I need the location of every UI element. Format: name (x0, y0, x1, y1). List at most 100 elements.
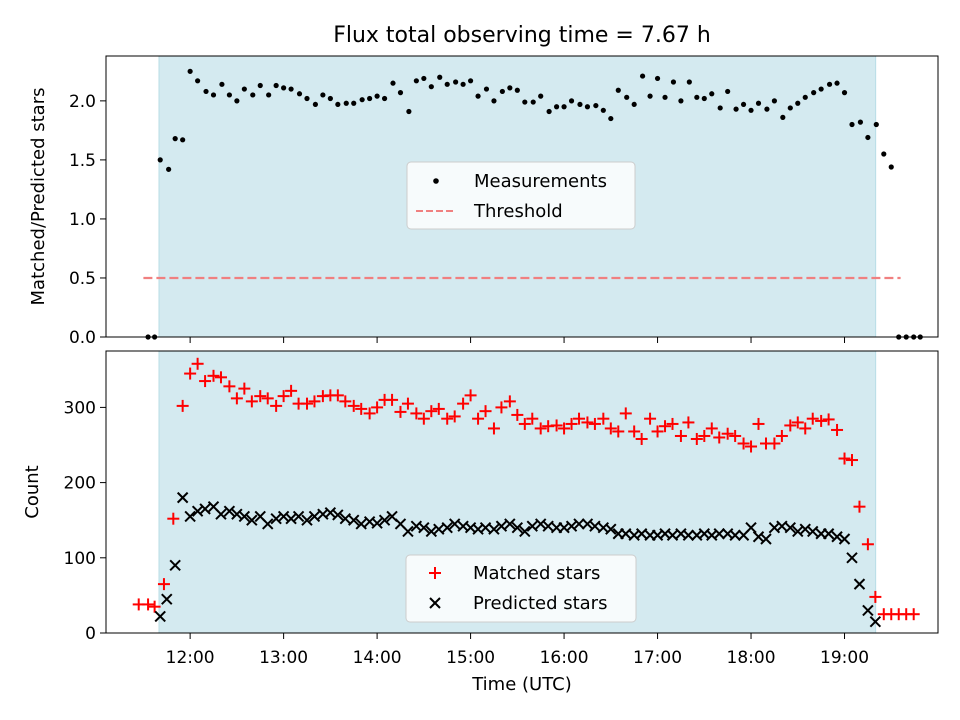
predicted-star-point (441, 522, 453, 534)
ratio-y-axis-label: Matched/Predicted stars (28, 88, 49, 306)
ratio-y-tick-label: 0.5 (69, 269, 96, 289)
matched-star-point (651, 425, 664, 438)
predicted-x-stroke-b (448, 518, 461, 530)
matched-star-point (223, 380, 236, 393)
measurement-point (507, 85, 513, 91)
matched-star-point (721, 427, 734, 440)
matched-star-point (573, 412, 586, 425)
measurement-point (381, 95, 388, 102)
measurement-point (210, 92, 217, 98)
measurement-point (304, 95, 310, 102)
predicted-star-point (760, 533, 772, 545)
matched-star-point (604, 422, 617, 435)
matched-star-point (705, 422, 718, 435)
matched-star-point (441, 412, 454, 425)
predicted-x-stroke-b (254, 510, 266, 523)
predicted-star-point (526, 520, 538, 532)
predicted-x-stroke-b (371, 517, 383, 529)
matched-star-point (472, 412, 485, 425)
matched-star-point (815, 414, 828, 427)
measurement-point (686, 79, 692, 85)
measurement-point (873, 121, 879, 128)
matched-star-point (308, 395, 321, 408)
matched-star-point (784, 419, 797, 432)
predicted-x-stroke-b (869, 616, 882, 628)
predicted-x-stroke-b (799, 523, 811, 535)
matched-star-point (148, 600, 161, 613)
predicted-x-stroke-b (223, 505, 236, 517)
matched-star-point (254, 390, 267, 403)
predicted-star-point (862, 604, 874, 617)
predicted-star-point (277, 510, 290, 523)
predicted-star-point (504, 518, 516, 530)
matched-star-point (698, 429, 711, 442)
predicted-star-point (807, 525, 819, 538)
measurement-point (367, 95, 373, 102)
predicted-x-stroke-b (231, 508, 243, 520)
count-x-ticks: 12:00 13:00 14:00 15:00 16:00 17:00 18:00 19:00 (166, 633, 869, 668)
predicted-x-stroke-b (838, 533, 851, 545)
matched-star-point (238, 382, 251, 395)
measurement-point (444, 81, 450, 87)
matched-star-point (432, 402, 445, 415)
measurement-point (631, 101, 637, 108)
count-y-axis-label: Count (22, 465, 43, 518)
predicted-star-point (161, 593, 173, 605)
predicted-x-stroke-b (519, 525, 531, 538)
x-tick-label: 12:00 (166, 648, 215, 668)
predicted-star-point (838, 533, 851, 545)
measurement-point (608, 115, 614, 122)
predicted-x-stroke-b (238, 510, 251, 523)
measurement-point (453, 79, 459, 85)
matched-star-point (619, 407, 632, 420)
legend-box (406, 161, 636, 230)
measurement-point (428, 84, 434, 90)
measurement-point (725, 88, 731, 95)
predicted-star-point (605, 523, 617, 535)
predicted-x-stroke-b (355, 518, 367, 530)
measurement-point (771, 98, 778, 104)
ratio-y-tick-label: 1.5 (69, 151, 96, 171)
predicted-x-stroke-b (277, 510, 290, 523)
predicted-star-point (176, 491, 189, 504)
measurement-point (546, 108, 552, 115)
measurement-point (359, 97, 365, 103)
predicted-star-point (262, 518, 274, 530)
predicted-x-stroke-b (831, 531, 843, 543)
predicted-star-point (301, 514, 313, 526)
measurement-point (654, 75, 661, 82)
measurement-point (522, 99, 528, 105)
measurement-point (397, 90, 404, 96)
measurement-point (615, 87, 621, 93)
matched-star-point (729, 429, 742, 442)
measurement-points (145, 68, 923, 340)
matched-star-point (401, 397, 414, 410)
matched-star-point (558, 422, 571, 435)
matched-star-point (355, 402, 368, 415)
measurement-point (701, 95, 707, 102)
measurement-point (795, 100, 801, 106)
matched-star-point (831, 423, 844, 436)
matched-star-point (300, 397, 313, 410)
predicted-star-point (425, 525, 438, 538)
matched-star-point (745, 440, 758, 453)
predicted-star-point (308, 510, 321, 523)
matched-star-point (644, 412, 657, 425)
predicted-star-point (799, 523, 811, 535)
ratio-y-ticks: 0.0 0.5 1.0 1.5 2.0 (69, 92, 106, 348)
count-y-ticks: 0 100 200 300 (64, 398, 106, 644)
predicted-x-stroke-b (768, 522, 781, 534)
matched-star-point (822, 413, 835, 426)
measurement-point (437, 74, 443, 80)
predicted-x-stroke-b (651, 529, 664, 541)
matched-star-point (550, 419, 563, 432)
measurement-point (343, 100, 349, 106)
measurement-point (288, 86, 294, 92)
predicted-star-point (581, 518, 594, 530)
measurement-point (888, 164, 894, 170)
legend-marker-measurements (433, 178, 439, 184)
ratio-y-tick-label: 0.0 (69, 328, 96, 348)
measurement-point (780, 114, 786, 120)
predicted-x-stroke-b (605, 523, 617, 535)
matched-star-point (674, 429, 687, 442)
